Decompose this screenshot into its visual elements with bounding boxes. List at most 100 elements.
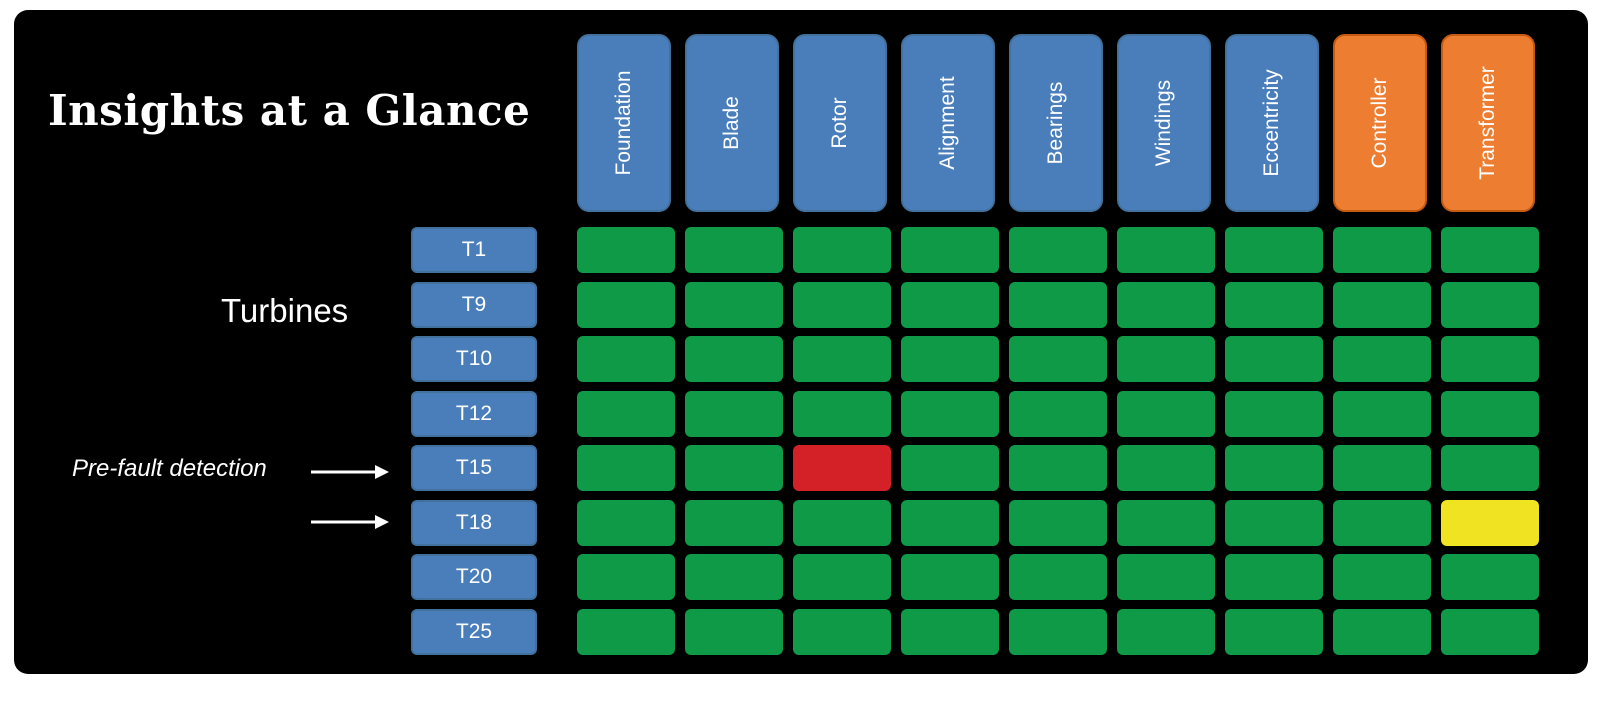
status-cell-t12-blade-ok[interactable] [685, 390, 783, 437]
status-cell-t18-rotor-ok[interactable] [793, 499, 891, 546]
column-header-alignment: Alignment [901, 34, 995, 212]
status-cell-t1-blade-ok[interactable] [685, 227, 783, 273]
status-cell-t10-bearings-ok[interactable] [1009, 336, 1107, 382]
status-cell-t20-blade-ok[interactable] [685, 554, 783, 600]
status-cell-t25-eccentricity-ok[interactable] [1225, 608, 1323, 655]
status-cell-t15-rotor-fault[interactable] [793, 445, 891, 491]
row-header-t12: T12 [411, 390, 537, 437]
status-cell-t9-blade-ok[interactable] [685, 281, 783, 328]
row-header-t18: T18 [411, 499, 537, 546]
status-cell-t20-foundation-ok[interactable] [577, 554, 675, 600]
status-cell-t12-transformer-ok[interactable] [1441, 390, 1539, 437]
status-cell-t18-transformer-warning[interactable] [1441, 499, 1539, 546]
status-cell-t18-foundation-ok[interactable] [577, 499, 675, 546]
row-header-t15: T15 [411, 445, 537, 491]
status-cell-t1-transformer-ok[interactable] [1441, 227, 1539, 273]
status-cell-t10-foundation-ok[interactable] [577, 336, 675, 382]
arrow-right-icon [311, 515, 389, 529]
insights-panel: Insights at a Glance Turbines Pre-fault … [14, 10, 1588, 674]
status-cell-t12-controller-ok[interactable] [1333, 390, 1431, 437]
status-cell-t12-bearings-ok[interactable] [1009, 390, 1107, 437]
column-header-windings: Windings [1117, 34, 1211, 212]
status-cell-t15-transformer-ok[interactable] [1441, 445, 1539, 491]
status-cell-t15-controller-ok[interactable] [1333, 445, 1431, 491]
column-header-label: Windings [1152, 79, 1175, 167]
status-cell-t10-alignment-ok[interactable] [901, 336, 999, 382]
status-cell-t25-bearings-ok[interactable] [1009, 608, 1107, 655]
status-cell-t1-controller-ok[interactable] [1333, 227, 1431, 273]
status-cell-t18-bearings-ok[interactable] [1009, 499, 1107, 546]
status-cell-t1-windings-ok[interactable] [1117, 227, 1215, 273]
status-cell-t10-transformer-ok[interactable] [1441, 336, 1539, 382]
status-cell-t20-bearings-ok[interactable] [1009, 554, 1107, 600]
status-cell-t9-windings-ok[interactable] [1117, 281, 1215, 328]
row-header-t20: T20 [411, 554, 537, 600]
column-header-label: Transformer [1476, 66, 1499, 180]
status-cell-t9-controller-ok[interactable] [1333, 281, 1431, 328]
status-cell-t9-rotor-ok[interactable] [793, 281, 891, 328]
status-cell-t10-windings-ok[interactable] [1117, 336, 1215, 382]
status-cell-t20-transformer-ok[interactable] [1441, 554, 1539, 600]
arrow-right-icon [311, 465, 389, 479]
column-header-bearings: Bearings [1009, 34, 1103, 212]
column-header-transformer: Transformer [1441, 34, 1535, 212]
status-cell-t15-alignment-ok[interactable] [901, 445, 999, 491]
status-cell-t25-alignment-ok[interactable] [901, 608, 999, 655]
status-cell-t10-rotor-ok[interactable] [793, 336, 891, 382]
status-cell-t18-eccentricity-ok[interactable] [1225, 499, 1323, 546]
status-cell-t12-foundation-ok[interactable] [577, 390, 675, 437]
turbines-label: Turbines [221, 292, 349, 329]
status-cell-t9-alignment-ok[interactable] [901, 281, 999, 328]
status-cell-t15-blade-ok[interactable] [685, 445, 783, 491]
status-cell-t1-bearings-ok[interactable] [1009, 227, 1107, 273]
status-cell-t20-eccentricity-ok[interactable] [1225, 554, 1323, 600]
status-cell-t18-alignment-ok[interactable] [901, 499, 999, 546]
column-header-blade: Blade [685, 34, 779, 212]
row-header-t10: T10 [411, 336, 537, 382]
status-cell-t18-controller-ok[interactable] [1333, 499, 1431, 546]
status-cell-t18-windings-ok[interactable] [1117, 499, 1215, 546]
status-cell-t20-alignment-ok[interactable] [901, 554, 999, 600]
column-header-label: Bearings [1044, 81, 1067, 165]
status-cell-t20-rotor-ok[interactable] [793, 554, 891, 600]
status-cell-t9-transformer-ok[interactable] [1441, 281, 1539, 328]
status-cell-t1-foundation-ok[interactable] [577, 227, 675, 273]
status-cell-t25-transformer-ok[interactable] [1441, 608, 1539, 655]
status-cell-t10-eccentricity-ok[interactable] [1225, 336, 1323, 382]
column-header-label: Eccentricity [1260, 69, 1283, 177]
status-cell-t10-blade-ok[interactable] [685, 336, 783, 382]
status-cell-t18-blade-ok[interactable] [685, 499, 783, 546]
page-title: Insights at a Glance [48, 86, 531, 135]
status-cell-t9-foundation-ok[interactable] [577, 281, 675, 328]
status-cell-t25-blade-ok[interactable] [685, 608, 783, 655]
status-cell-t10-controller-ok[interactable] [1333, 336, 1431, 382]
column-header-eccentricity: Eccentricity [1225, 34, 1319, 212]
status-cell-t25-rotor-ok[interactable] [793, 608, 891, 655]
status-cell-t12-windings-ok[interactable] [1117, 390, 1215, 437]
status-cell-t9-bearings-ok[interactable] [1009, 281, 1107, 328]
status-cell-t15-windings-ok[interactable] [1117, 445, 1215, 491]
status-cell-t12-eccentricity-ok[interactable] [1225, 390, 1323, 437]
status-cell-t15-foundation-ok[interactable] [577, 445, 675, 491]
status-cell-t12-alignment-ok[interactable] [901, 390, 999, 437]
status-cell-t20-controller-ok[interactable] [1333, 554, 1431, 600]
column-header-label: Alignment [936, 76, 959, 170]
status-cell-t25-foundation-ok[interactable] [577, 608, 675, 655]
status-cell-t1-rotor-ok[interactable] [793, 227, 891, 273]
column-header-label: Foundation [612, 70, 635, 176]
status-cell-t1-alignment-ok[interactable] [901, 227, 999, 273]
status-cell-t20-windings-ok[interactable] [1117, 554, 1215, 600]
status-cell-t25-windings-ok[interactable] [1117, 608, 1215, 655]
row-header-t25: T25 [411, 608, 537, 655]
status-cell-t15-eccentricity-ok[interactable] [1225, 445, 1323, 491]
column-header-label: Controller [1368, 77, 1391, 169]
status-cell-t12-rotor-ok[interactable] [793, 390, 891, 437]
status-cell-t25-controller-ok[interactable] [1333, 608, 1431, 655]
column-header-label: Rotor [828, 97, 851, 149]
column-header-controller: Controller [1333, 34, 1427, 212]
status-cell-t15-bearings-ok[interactable] [1009, 445, 1107, 491]
status-cell-t1-eccentricity-ok[interactable] [1225, 227, 1323, 273]
column-header-rotor: Rotor [793, 34, 887, 212]
status-cell-t9-eccentricity-ok[interactable] [1225, 281, 1323, 328]
row-header-t1: T1 [411, 227, 537, 273]
